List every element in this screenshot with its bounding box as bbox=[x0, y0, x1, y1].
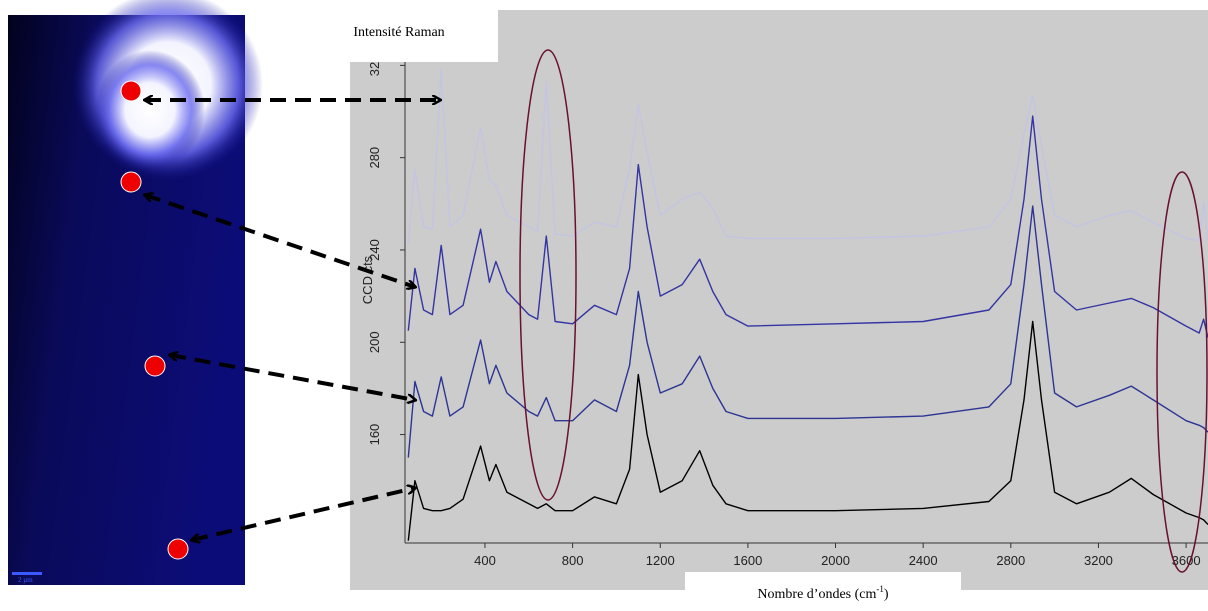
spectrum-line bbox=[407, 69, 1208, 244]
x-tick-label: 800 bbox=[562, 553, 584, 568]
y-tick-label: 280 bbox=[367, 147, 382, 169]
y-tick-label: 200 bbox=[367, 331, 382, 353]
x-tick-label: 1600 bbox=[733, 553, 762, 568]
y-tick-label: 160 bbox=[367, 424, 382, 446]
chart-title: Intensité Raman bbox=[353, 25, 444, 40]
xlabel-box bbox=[685, 572, 961, 606]
x-axis-label: Nombre d’ondes (cm-1) bbox=[757, 584, 888, 602]
arrows bbox=[145, 100, 440, 540]
spectrum-line bbox=[407, 115, 1208, 338]
highlight-ellipse bbox=[519, 49, 577, 501]
x-axis-label-text: Nombre d’ondes (cm bbox=[757, 587, 876, 602]
y-axis-label: CCD cts bbox=[360, 255, 375, 304]
x-tick-label: 2000 bbox=[821, 553, 850, 568]
x-axis-label-end: ) bbox=[884, 587, 889, 602]
spectrum-line bbox=[407, 320, 1208, 541]
spectrum-line bbox=[407, 205, 1208, 458]
x-tick-label: 2400 bbox=[909, 553, 938, 568]
plot bbox=[407, 69, 1208, 541]
x-tick-label: 1200 bbox=[646, 553, 675, 568]
title-box bbox=[300, 0, 498, 62]
x-axis-label-sup: -1 bbox=[876, 584, 884, 594]
x-tick-label: 3600 bbox=[1172, 553, 1201, 568]
scale-bar: 2 µm bbox=[18, 576, 33, 584]
microscope-image: 2 µm bbox=[8, 0, 263, 585]
sample-points bbox=[120, 80, 189, 560]
x-tick-label: 3200 bbox=[1084, 553, 1113, 568]
x-tick-label: 400 bbox=[474, 553, 496, 568]
highlight-ellipse bbox=[1156, 171, 1208, 573]
x-tick-label: 2800 bbox=[996, 553, 1025, 568]
